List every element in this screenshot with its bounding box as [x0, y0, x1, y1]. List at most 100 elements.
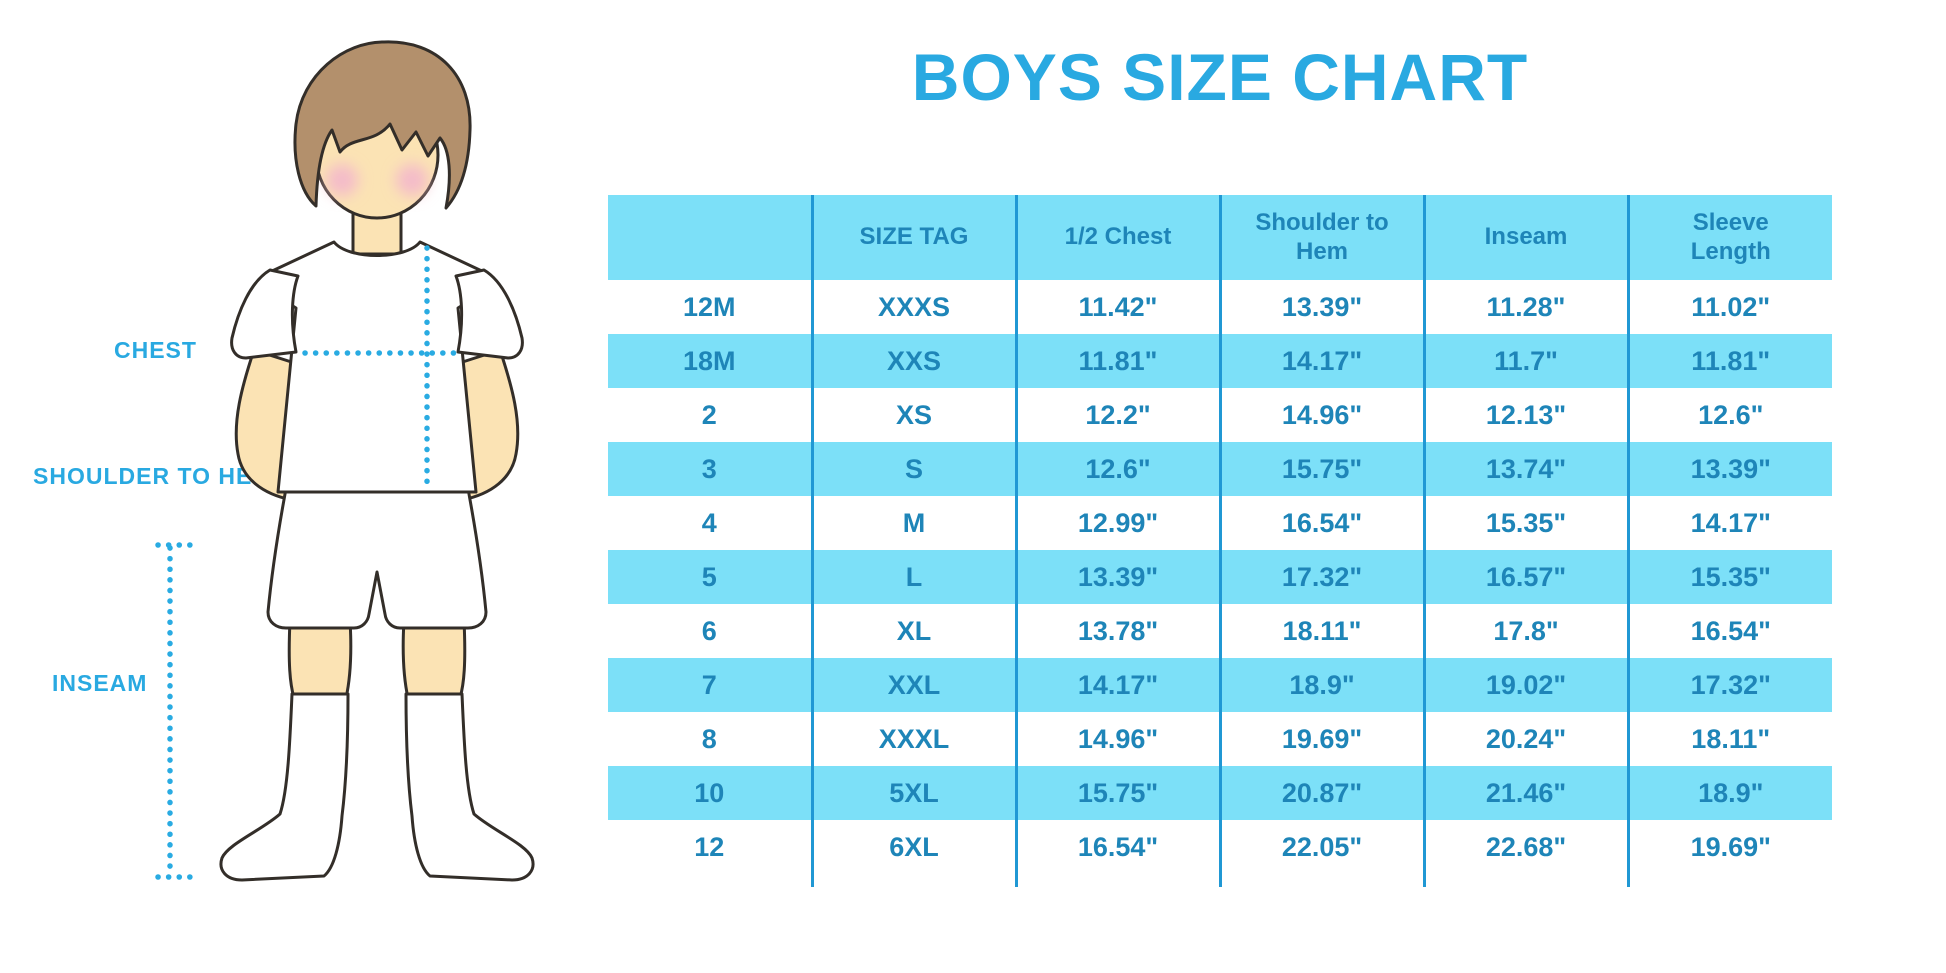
table-cell: 14.17" — [1016, 658, 1222, 712]
column-header: Sleeve Length — [1628, 195, 1832, 280]
table-cell: 11.42" — [1016, 280, 1222, 334]
table-cell: 22.68" — [1424, 820, 1630, 874]
shoulder-to-hem-label: SHOULDER TO HEM — [33, 463, 273, 489]
table-cell: 18.9" — [1628, 766, 1832, 820]
page-title: BOYS SIZE CHART — [911, 40, 1529, 114]
size-row: 4 M 12.99" 16.54" 15.35" 14.17" — [608, 496, 1832, 550]
table-cell: 17.32" — [1628, 658, 1832, 712]
table-cell: 15.35" — [1424, 496, 1630, 550]
size-row: 3 S 12.6" 15.75" 13.74" 13.39" — [608, 442, 1832, 496]
shorts — [266, 476, 488, 630]
table-cell: S — [812, 442, 1018, 496]
table-cell: 14.17" — [1690, 507, 1771, 538]
hair — [293, 40, 472, 210]
table-cell: 20.87" — [1220, 766, 1426, 820]
table-cell: 21.46" — [1424, 766, 1630, 820]
table-cell: 10 — [608, 766, 814, 820]
table-cell: 15.75" — [1016, 766, 1222, 820]
column-header: Shoulder to Hem — [1220, 195, 1426, 280]
table-cell: 12M — [608, 280, 814, 334]
table-cell: 18M — [608, 334, 814, 388]
table-cell: 22.05" — [1220, 820, 1426, 874]
size-row: 6 XL 13.78" 18.11" 17.8" 16.54" — [608, 604, 1832, 658]
table-cell: XXXS — [812, 280, 1018, 334]
table-cell: 16.57" — [1424, 550, 1630, 604]
header-row: SIZE TAG 1/2 Chest Shoulder to Hem Inseam Sl… — [608, 195, 1832, 280]
table-cell: 14.96" — [1220, 388, 1426, 442]
table-cell: 12.6" — [1016, 442, 1222, 496]
table-cell: 7 — [608, 658, 814, 712]
table-cell: 13.74" — [1424, 442, 1630, 496]
table-cell: 2 — [608, 388, 814, 442]
table-cell: 4 — [608, 496, 814, 550]
size-row: 8 XXXL 14.96" 19.69" 20.24" 18.11" — [608, 712, 1832, 766]
size-row: 2 XS 12.2" 14.96" 12.13" 12.6" — [608, 388, 1832, 442]
table-cell: 19.02" — [1424, 658, 1630, 712]
table-cell: 12.99" — [1016, 496, 1222, 550]
table-cell: 14.96" — [1016, 712, 1222, 766]
table-cell: 12.13" — [1424, 388, 1630, 442]
table-cell: 17.8" — [1424, 604, 1630, 658]
table-cell: 13.39" — [1016, 550, 1222, 604]
left-leg — [287, 618, 353, 700]
right-sleeve — [454, 268, 524, 360]
size-table: SIZE TAG 1/2 Chest Shoulder to Hem Inseam Sl… — [608, 195, 1832, 887]
size-row: 18M XXS 11.81" 14.17" 11.7" 11.81" — [608, 334, 1832, 388]
table-cell: 6 — [608, 604, 814, 658]
table-cell: XL — [812, 604, 1018, 658]
table-cell: 8 — [608, 712, 814, 766]
table-cell: 13.78" — [1016, 604, 1222, 658]
table-cell: 11.81" — [1016, 334, 1222, 388]
table-cell: 20.24" — [1424, 712, 1630, 766]
table-cell: 11.7" — [1424, 334, 1630, 388]
table-cell: 15.35" — [1628, 550, 1832, 604]
table-cell: 17.32" — [1220, 550, 1426, 604]
table-cell: XS — [812, 388, 1018, 442]
column-header: SIZE TAG — [812, 195, 1018, 280]
table-cell: 19.69" — [1220, 712, 1426, 766]
right-leg — [401, 618, 467, 700]
table-cell: 5XL — [812, 766, 1018, 820]
table-cell: 13.39" — [1628, 442, 1832, 496]
table-cell: XXL — [812, 658, 1018, 712]
column-header — [608, 195, 814, 280]
table-cell: 18.11" — [1691, 723, 1771, 754]
table-cell: 12.6" — [1698, 399, 1764, 430]
inseam-label: INSEAM — [52, 670, 148, 696]
table-cell: 15.75" — [1220, 442, 1426, 496]
table-cell: 19.69" — [1690, 831, 1771, 862]
table-cell: 6XL — [812, 820, 1018, 874]
left-sleeve — [230, 268, 300, 360]
table-cell: 3 — [608, 442, 814, 496]
right-sock — [404, 692, 535, 882]
table-cell: 16.54" — [1220, 496, 1426, 550]
right-cheek — [396, 164, 428, 196]
table-cell: 11.02" — [1691, 291, 1771, 322]
chest-label: CHEST — [114, 337, 197, 363]
table-cell: 16.54" — [1690, 615, 1771, 646]
size-row: 10 5XL 15.75" 20.87" 21.46" 18.9" — [608, 766, 1832, 820]
boy-illustration — [155, 40, 535, 882]
grid-line-extension — [608, 874, 1832, 887]
left-cheek — [326, 164, 358, 196]
table-cell: 12.2" — [1016, 388, 1222, 442]
table-cell: 5 — [608, 550, 814, 604]
size-row: 12 6XL 16.54" 22.05" 22.68" 19.69" — [608, 820, 1832, 874]
table-cell: 11.81" — [1628, 334, 1832, 388]
column-header: 1/2 Chest — [1016, 195, 1222, 280]
table-cell: 14.17" — [1220, 334, 1426, 388]
size-row: 7 XXL 14.17" 18.9" 19.02" 17.32" — [608, 658, 1832, 712]
size-row: 12M XXXS 11.42" 13.39" 11.28" 11.02" — [608, 280, 1832, 334]
table-cell: L — [812, 550, 1018, 604]
table-cell: M — [812, 496, 1018, 550]
table-cell: 16.54" — [1016, 820, 1222, 874]
table-cell: 13.39" — [1220, 280, 1426, 334]
table-cell: 12 — [608, 820, 814, 874]
table-cell: XXXL — [812, 712, 1018, 766]
column-header: Inseam — [1424, 195, 1630, 280]
table-cell: 18.9" — [1220, 658, 1426, 712]
table-cell: 11.28" — [1424, 280, 1630, 334]
left-sock — [219, 692, 350, 882]
table-cell: XXS — [812, 334, 1018, 388]
